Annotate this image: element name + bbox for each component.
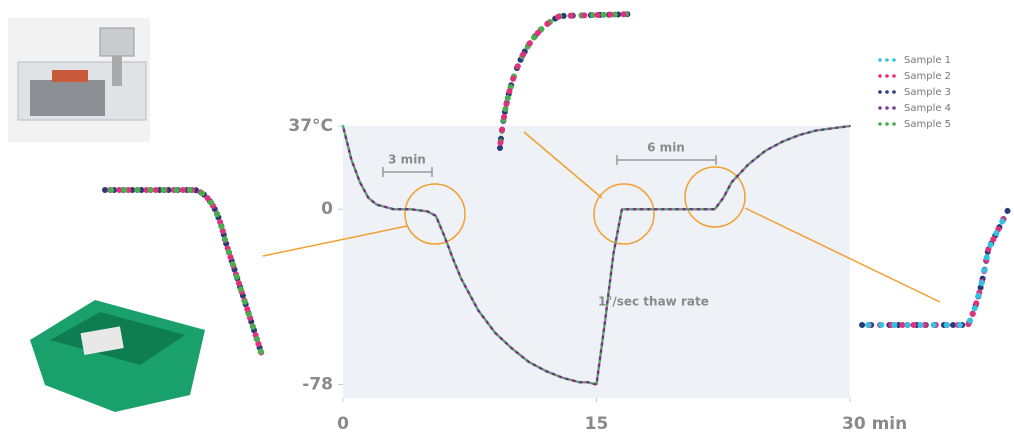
water-bath-photo (8, 18, 150, 142)
y-tick-label: 37°C (288, 116, 333, 136)
series-line (341, 124, 852, 387)
legend-marker (878, 58, 882, 62)
legend-marker (878, 90, 882, 94)
ice-tub-photo (30, 300, 205, 412)
annotation: 1°/sec thaw rate (598, 295, 709, 309)
brackets (382, 155, 717, 177)
legend-marker (892, 122, 896, 126)
legend-marker (892, 90, 896, 94)
plot-background (343, 126, 850, 398)
zoom-insets (102, 11, 1011, 358)
x-tick-label: 15 (585, 414, 609, 434)
annotation: 6 min (647, 141, 685, 155)
legend-label: Sample 3 (904, 87, 951, 98)
legend-marker (892, 74, 896, 78)
annotation: 3 min (388, 153, 426, 167)
zoom-connectors (262, 131, 941, 303)
legend-marker (885, 106, 889, 110)
x-tick-label: 30 min (842, 414, 907, 434)
x-tick-label: 0 (337, 414, 349, 434)
legend-marker (885, 74, 889, 78)
legend-marker (885, 122, 889, 126)
legend-label: Sample 4 (904, 103, 951, 114)
legend-marker (878, 74, 882, 78)
legend-marker (878, 122, 882, 126)
legend-marker (892, 106, 896, 110)
legend-label: Sample 1 (904, 55, 951, 66)
legend-label: Sample 5 (904, 119, 951, 130)
legend-marker (892, 58, 896, 62)
legend-label: Sample 2 (904, 71, 951, 82)
legend-marker (878, 106, 882, 110)
legend-marker (885, 90, 889, 94)
legend-marker (885, 58, 889, 62)
y-tick-label: -78 (302, 375, 333, 395)
y-tick-label: 0 (321, 199, 333, 219)
